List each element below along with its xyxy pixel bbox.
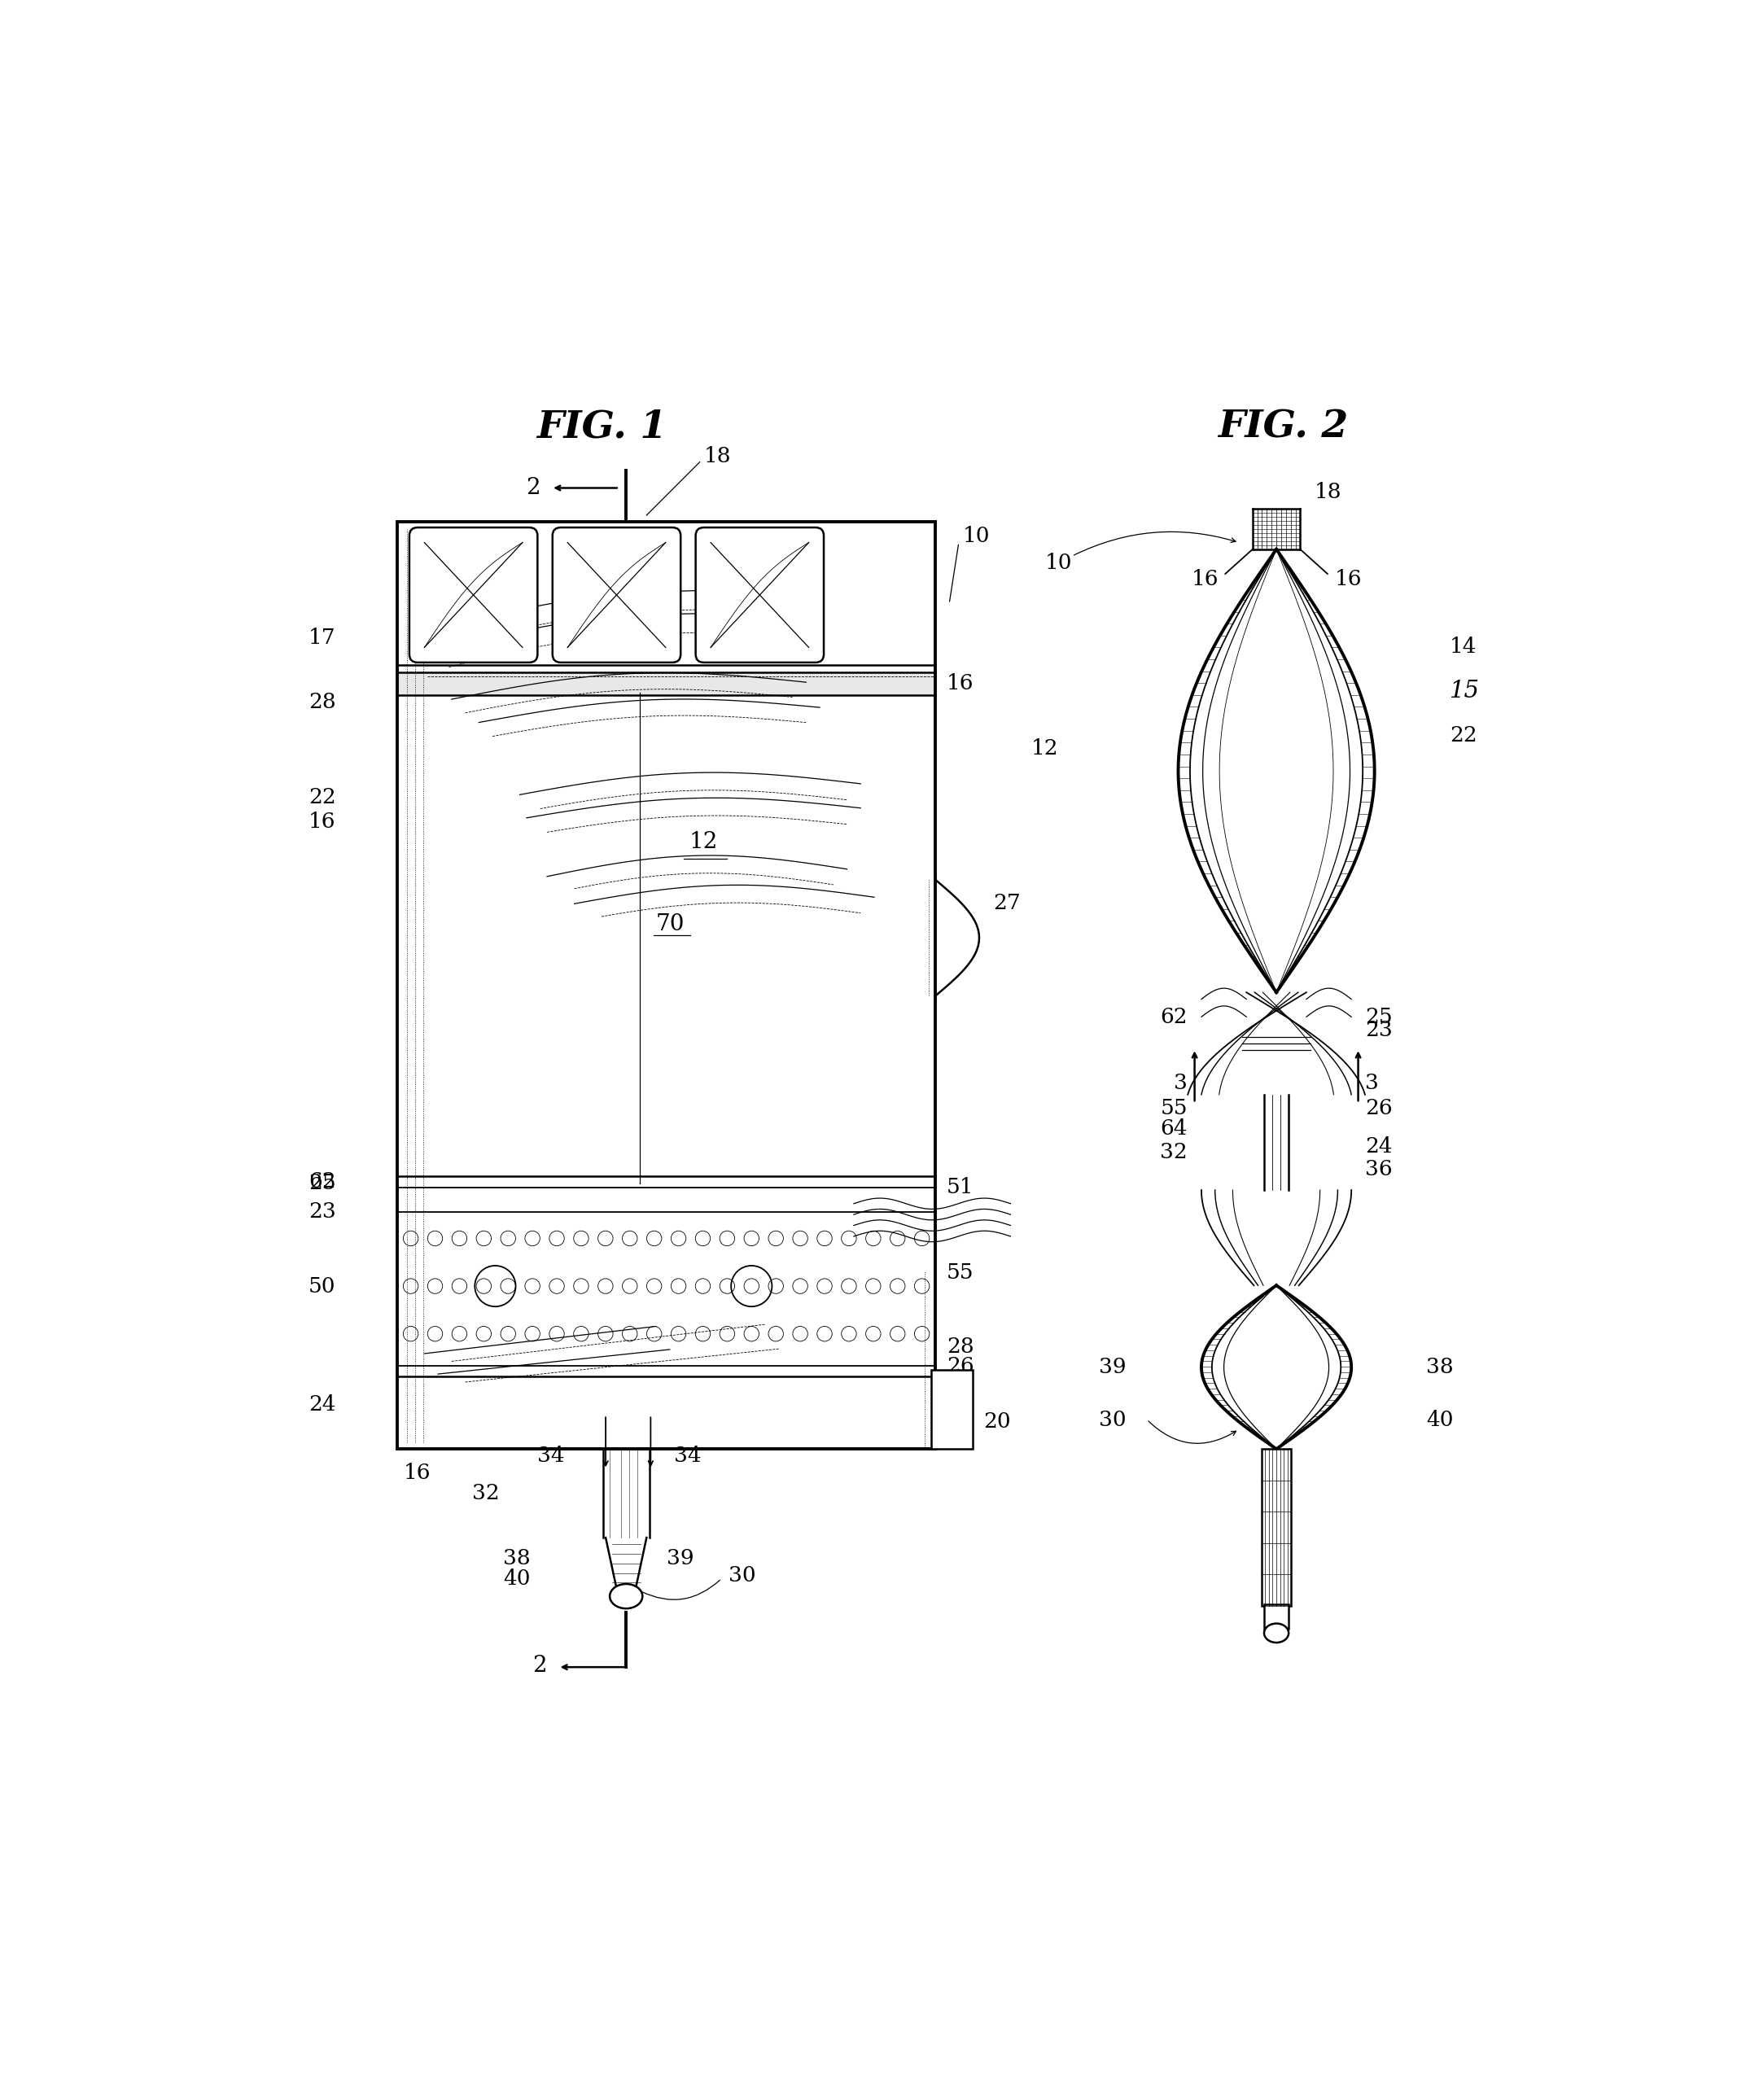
Text: 26: 26	[1365, 1098, 1393, 1119]
Text: 16: 16	[1335, 569, 1361, 590]
Text: 14: 14	[1449, 636, 1478, 657]
Text: 20: 20	[983, 1411, 1011, 1432]
Text: 2: 2	[526, 477, 540, 500]
Text: FIG. 1: FIG. 1	[536, 407, 667, 445]
Text: 30: 30	[1099, 1409, 1126, 1430]
Text: 3: 3	[1365, 1073, 1379, 1092]
Text: 62: 62	[308, 1172, 336, 1193]
Text: 34: 34	[538, 1445, 565, 1466]
Text: 10: 10	[1045, 552, 1071, 573]
Bar	[1261, 1449, 1291, 1606]
Text: 10: 10	[962, 525, 990, 546]
Text: 28: 28	[946, 1336, 974, 1357]
Text: 51: 51	[946, 1178, 974, 1197]
Bar	[398, 523, 936, 1449]
Text: 16: 16	[308, 813, 336, 832]
Text: 12: 12	[1031, 739, 1059, 758]
Text: 36: 36	[1365, 1159, 1393, 1180]
Text: 24: 24	[308, 1394, 336, 1415]
Text: 15: 15	[1449, 680, 1479, 704]
Text: 3: 3	[1175, 1073, 1187, 1092]
Bar	[932, 1369, 973, 1449]
Text: 16: 16	[1191, 569, 1219, 590]
Text: 55: 55	[946, 1262, 974, 1283]
Text: 62: 62	[1161, 1006, 1187, 1027]
Text: 39: 39	[667, 1548, 695, 1569]
Text: 70: 70	[656, 914, 684, 934]
Text: 27: 27	[992, 892, 1020, 914]
Text: 38: 38	[1427, 1357, 1453, 1378]
Text: 23: 23	[1365, 1021, 1393, 1040]
Text: 25: 25	[1365, 1006, 1393, 1027]
Text: 18: 18	[704, 447, 732, 466]
Text: 50: 50	[308, 1277, 336, 1296]
Text: 40: 40	[503, 1569, 531, 1590]
Ellipse shape	[610, 1583, 642, 1609]
Text: 18: 18	[1314, 481, 1342, 502]
FancyBboxPatch shape	[552, 527, 681, 662]
Text: 16: 16	[405, 1462, 431, 1483]
Text: 25: 25	[308, 1174, 336, 1193]
FancyBboxPatch shape	[695, 527, 823, 662]
Text: FIG. 2: FIG. 2	[1217, 407, 1349, 445]
Text: 12: 12	[690, 832, 718, 853]
Text: 32: 32	[471, 1483, 500, 1504]
Text: 17: 17	[308, 628, 336, 649]
Text: 32: 32	[1161, 1142, 1187, 1161]
Text: 30: 30	[728, 1567, 756, 1586]
Text: 22: 22	[308, 788, 336, 809]
Bar	[398, 672, 936, 695]
Text: 34: 34	[674, 1445, 702, 1466]
Text: 24: 24	[1365, 1136, 1393, 1157]
Text: 16: 16	[946, 674, 974, 693]
Text: 38: 38	[503, 1548, 531, 1569]
Bar	[1265, 1604, 1289, 1630]
Text: 55: 55	[1161, 1098, 1187, 1119]
Ellipse shape	[1265, 1623, 1289, 1642]
Text: 2: 2	[533, 1655, 547, 1676]
FancyBboxPatch shape	[410, 527, 538, 662]
Text: 64: 64	[1161, 1119, 1187, 1138]
Text: 40: 40	[1427, 1409, 1453, 1430]
Text: 28: 28	[308, 691, 336, 712]
Text: 23: 23	[308, 1201, 336, 1222]
Text: 39: 39	[1099, 1357, 1126, 1378]
Text: 26: 26	[946, 1357, 974, 1376]
Text: 22: 22	[1449, 724, 1478, 746]
